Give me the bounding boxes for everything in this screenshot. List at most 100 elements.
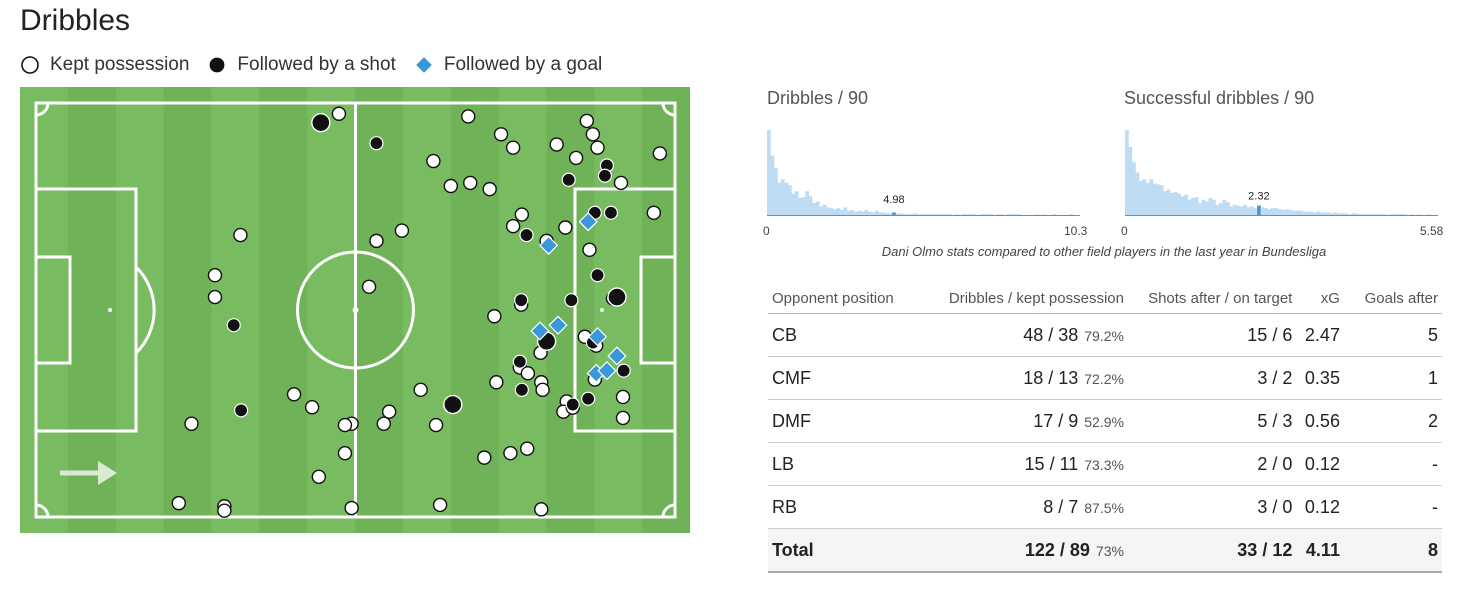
col-header-xg: xG (1296, 283, 1344, 314)
kept-percent: 72.2% (1084, 370, 1124, 387)
hist-bar (1138, 181, 1143, 215)
corner-arc (35, 503, 50, 518)
dribble-point-shot (607, 287, 627, 307)
hist-bar (864, 209, 869, 215)
corner-arc (661, 102, 676, 117)
hist-bar (784, 182, 789, 215)
hist-bar (1010, 214, 1015, 215)
comparison-caption: Dani Olmo stats compared to other field … (881, 244, 1327, 259)
hist-bar (913, 213, 917, 215)
dribble-point-kept (534, 502, 549, 517)
hist-bar (920, 214, 924, 215)
cell-shots: 5 / 3 (1127, 399, 1297, 443)
hist-bar (1316, 211, 1321, 215)
dribble-point-kept (535, 382, 550, 398)
dribble-point-kept (585, 127, 601, 142)
cell-shots: 3 / 2 (1127, 356, 1297, 400)
hist-bar (1344, 213, 1348, 215)
hist-bar (1399, 214, 1404, 215)
hist2-min-label: 0 (1121, 224, 1128, 238)
dribble-point-kept (394, 223, 410, 238)
hist-bar (840, 209, 844, 215)
dribbles-value: 8 / 7 (1043, 496, 1079, 517)
hist-bar (829, 208, 834, 215)
hist-bar (1364, 214, 1369, 215)
kept-percent: 79.2% (1084, 327, 1124, 344)
legend-item-goal: Followed by a goal (414, 54, 602, 76)
hist-bar (1041, 214, 1046, 215)
legend-item-shot: Followed by a shot (207, 54, 396, 76)
hist-bar (1198, 203, 1202, 215)
hist-bar (989, 214, 994, 215)
hist-bar (982, 214, 987, 215)
hist-bar (846, 210, 851, 215)
kept-percent: 73% (1095, 542, 1124, 559)
hist-bar (885, 213, 890, 215)
dribble-point-kept (477, 450, 492, 465)
hist-bar (850, 209, 855, 215)
legend-label-kept: Kept possession (50, 54, 190, 75)
hist-bar (1204, 201, 1209, 215)
dribble-point-goal (530, 321, 550, 341)
dribble-point-kept (520, 366, 536, 381)
dribbles-value: 18 / 13 (1023, 367, 1079, 388)
left-penalty-spot (108, 308, 112, 312)
hist-bar (1184, 194, 1188, 215)
centre-circle (296, 250, 415, 370)
dribble-point-kept (171, 495, 186, 511)
corner-arc (35, 102, 50, 117)
hist-bar (1284, 209, 1289, 215)
dribble-point-kept (463, 175, 478, 191)
hist-bar (1281, 209, 1286, 215)
dribble-point-kept (549, 137, 564, 152)
hist-bar (1371, 214, 1376, 215)
dribble-point-shot (514, 293, 529, 308)
hist-bar (881, 212, 886, 215)
col-header-position: Opponent position (768, 283, 920, 314)
hist-bar (780, 179, 785, 215)
table-total-row: Total 122 / 89 73% 33 / 12 4.11 8 (768, 528, 1442, 573)
cell-xg: 4.11 (1296, 528, 1344, 573)
hist-bar (1417, 214, 1421, 215)
hist-bar (1225, 202, 1230, 215)
dribble-point-shot (369, 136, 384, 151)
hist-highlight-label: 4.98 (883, 194, 904, 206)
right-goal-box (639, 255, 677, 365)
hist-bar (833, 209, 837, 215)
dribble-point-shot (519, 227, 534, 243)
dribble-point-kept (432, 497, 448, 513)
dribble-point-kept (582, 242, 597, 257)
pitch-stripe (307, 87, 355, 533)
dribble-point-kept (207, 268, 223, 283)
hist-bar (1149, 179, 1154, 215)
dribble-point-goal (597, 361, 617, 381)
hist-bar (986, 214, 990, 215)
cell-shots: 2 / 0 (1127, 442, 1297, 486)
dribble-point-kept (489, 375, 504, 390)
hist-bar (1211, 199, 1216, 215)
hist-bar (944, 214, 949, 215)
cell-position: Total (768, 528, 920, 573)
cell-goals: 1 (1343, 356, 1442, 400)
dribble-point-shot (616, 363, 631, 378)
hist-bar (1239, 206, 1244, 215)
hist-bar (857, 210, 862, 215)
dribble-point-kept (443, 178, 459, 194)
dribble-point-goal (578, 212, 598, 232)
hist-bar (1302, 211, 1307, 215)
hist-bar (923, 214, 928, 215)
hist-bar (1274, 208, 1279, 215)
hist-bar (787, 185, 792, 215)
hist-bar (798, 198, 803, 215)
hist-bar (1319, 212, 1324, 215)
dribble-point-kept (482, 181, 497, 197)
cell-position: DMF (768, 399, 920, 443)
hist-bar (867, 211, 872, 215)
hist-bar (1000, 214, 1004, 215)
pitch-stripe (20, 87, 68, 533)
hist-bar (1271, 208, 1275, 215)
hist-bar (1312, 212, 1317, 215)
cell-goals: - (1343, 442, 1442, 486)
dribble-point-kept (487, 309, 502, 324)
dribble-point-kept (337, 445, 353, 461)
